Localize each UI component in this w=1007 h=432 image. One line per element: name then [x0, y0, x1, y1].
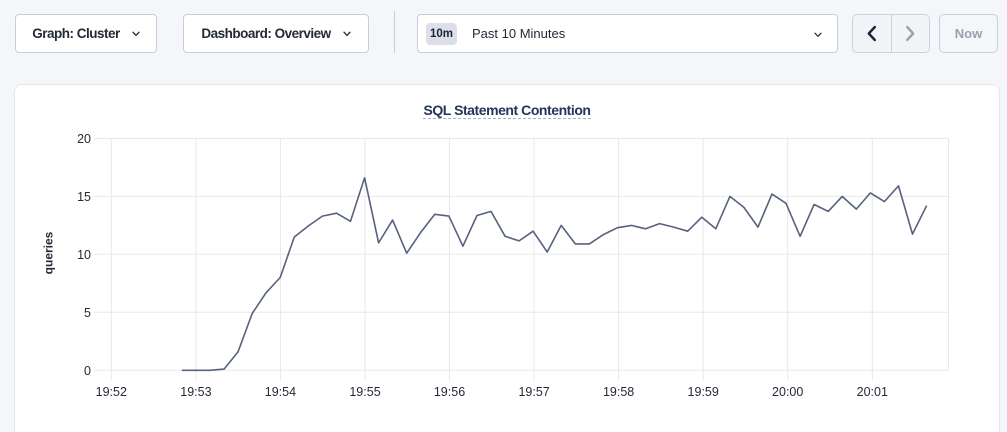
- svg-text:10: 10: [77, 248, 91, 262]
- svg-text:19:56: 19:56: [434, 385, 465, 399]
- svg-text:5: 5: [84, 306, 91, 320]
- svg-text:19:57: 19:57: [518, 385, 549, 399]
- svg-text:19:59: 19:59: [688, 385, 719, 399]
- svg-text:20: 20: [77, 132, 91, 146]
- svg-text:19:54: 19:54: [265, 385, 296, 399]
- svg-text:queries: queries: [42, 231, 56, 274]
- svg-text:19:55: 19:55: [349, 385, 380, 399]
- svg-text:19:58: 19:58: [603, 385, 634, 399]
- svg-text:19:52: 19:52: [96, 385, 127, 399]
- svg-text:19:53: 19:53: [180, 385, 211, 399]
- svg-text:0: 0: [84, 364, 91, 378]
- svg-text:20:01: 20:01: [857, 385, 888, 399]
- svg-text:20:00: 20:00: [772, 385, 803, 399]
- svg-text:15: 15: [77, 190, 91, 204]
